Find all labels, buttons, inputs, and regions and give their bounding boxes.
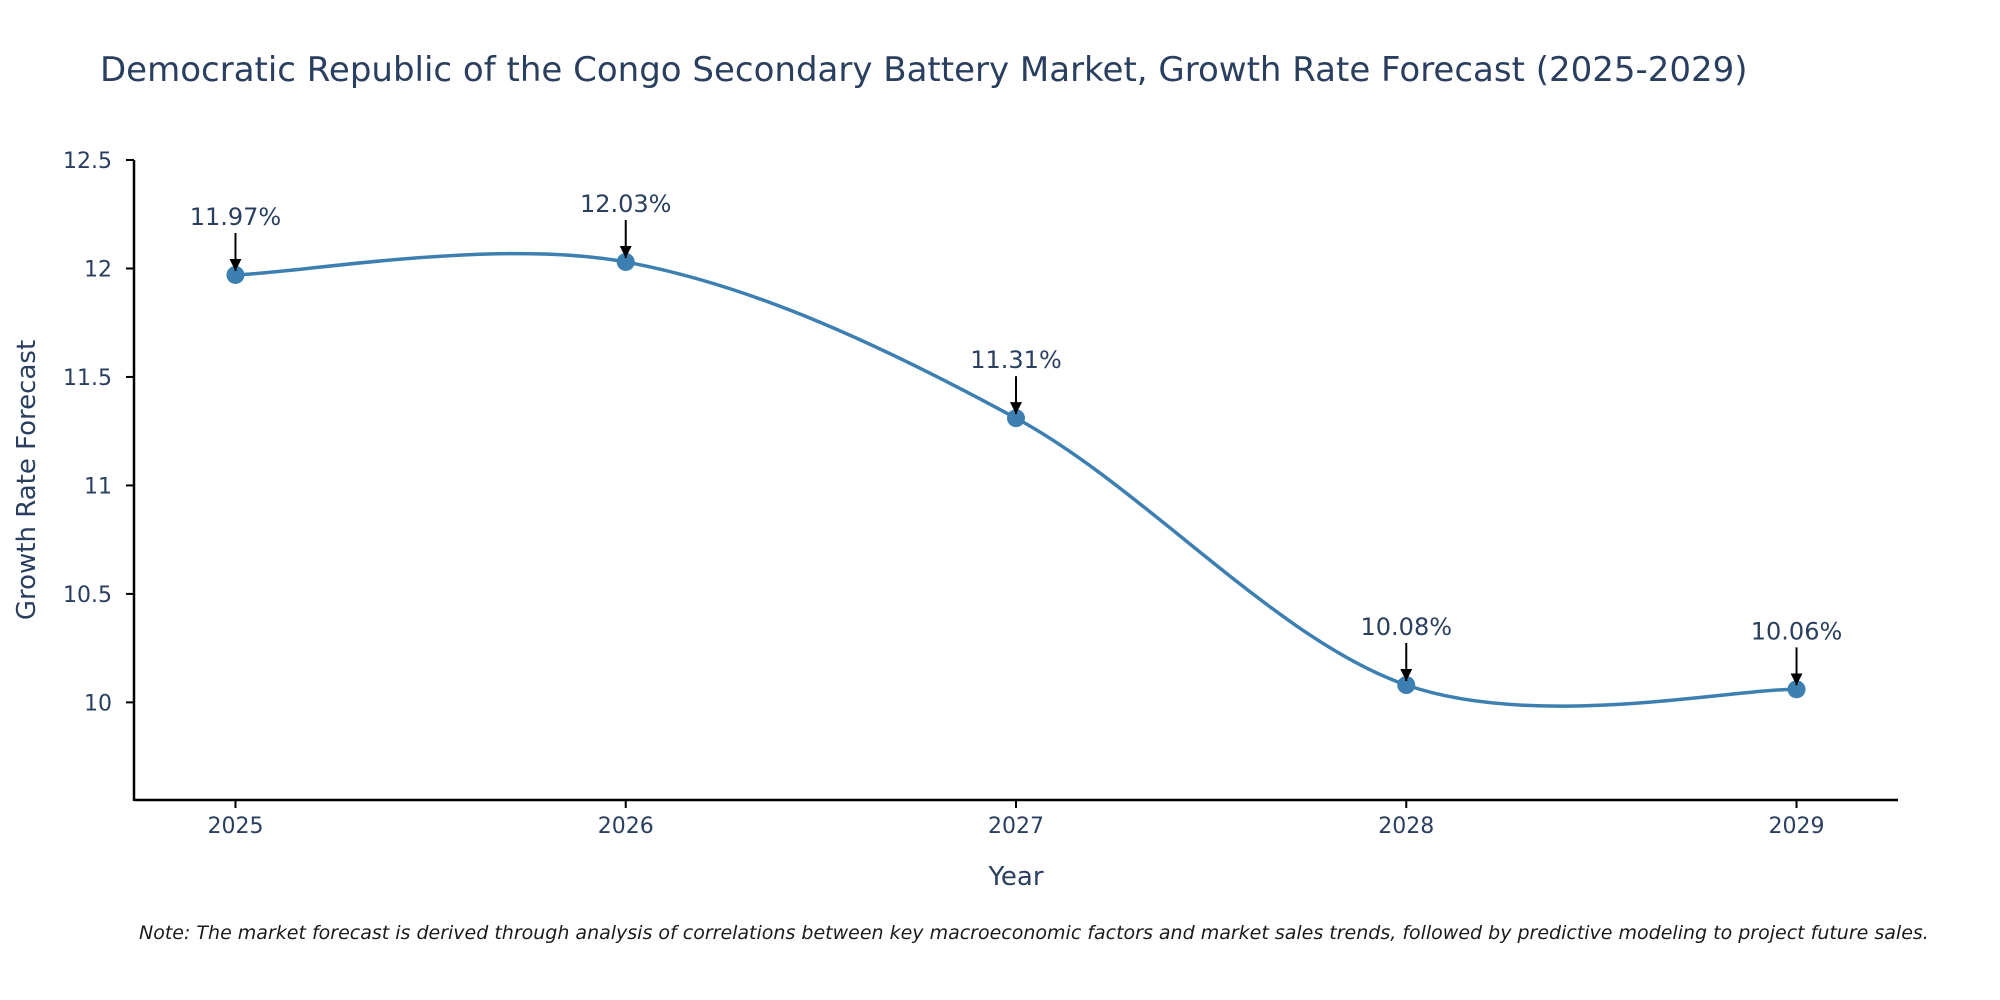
x-tick-label: 2027 xyxy=(988,814,1044,839)
x-tick-label: 2025 xyxy=(207,814,263,839)
y-axis-title: Growth Rate Forecast xyxy=(12,340,42,620)
chart-title: Democratic Republic of the Congo Seconda… xyxy=(100,50,1748,90)
footnote: Note: The market forecast is derived thr… xyxy=(139,922,1929,944)
x-axis-title: Year xyxy=(987,862,1043,892)
data-label-2026: 12.03% xyxy=(580,190,672,218)
data-label-2028: 10.08% xyxy=(1361,613,1453,641)
x-tick-label: 2028 xyxy=(1378,814,1434,839)
y-tick-label: 10 xyxy=(84,691,112,716)
y-tick-label: 11 xyxy=(84,474,112,499)
x-tick-label: 2029 xyxy=(1769,814,1825,839)
plot-area: 10 10.5 11 11.5 12 12.5 2025 2026 2027 2028 2029 11… xyxy=(63,149,1898,839)
data-label-2029: 10.06% xyxy=(1751,617,1843,645)
y-tick-label: 10.5 xyxy=(63,583,112,608)
data-label-2027: 11.31% xyxy=(970,346,1062,374)
y-tick-label: 11.5 xyxy=(63,366,112,391)
y-tick-label: 12.5 xyxy=(63,149,112,174)
x-tick-label: 2026 xyxy=(598,814,654,839)
y-tick-label: 12 xyxy=(84,257,112,282)
series-line xyxy=(235,251,1797,708)
data-label-2025: 11.97% xyxy=(190,203,282,231)
